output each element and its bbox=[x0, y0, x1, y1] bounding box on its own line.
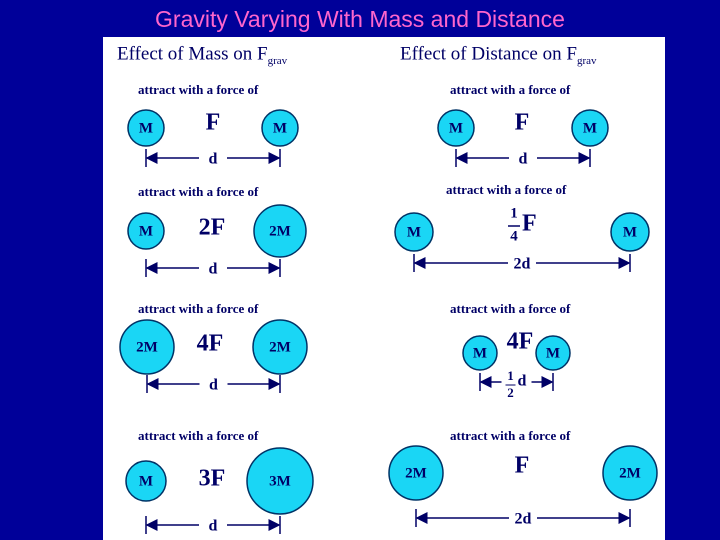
force-label: F bbox=[522, 211, 537, 237]
mass-circle bbox=[125, 460, 167, 502]
force-label: F bbox=[515, 110, 530, 136]
mass-label: 3M bbox=[269, 473, 291, 489]
mass-circle bbox=[388, 445, 444, 501]
distance-label-bg bbox=[199, 259, 227, 277]
mass-label: M bbox=[473, 345, 487, 361]
mass-circle bbox=[602, 445, 658, 501]
mass-label: M bbox=[583, 120, 597, 136]
force-fraction-den: 4 bbox=[510, 228, 518, 244]
mass-label: M bbox=[139, 223, 153, 239]
mass-circle bbox=[252, 319, 308, 375]
distance-label: d bbox=[519, 151, 528, 168]
force-label: 4F bbox=[197, 331, 224, 357]
slide-title: Gravity Varying With Mass and Distance bbox=[155, 6, 565, 32]
mass-circle bbox=[127, 212, 165, 250]
caption: attract with a force of bbox=[138, 301, 259, 316]
force-label: 3F bbox=[199, 466, 226, 492]
mass-label: M bbox=[139, 473, 153, 489]
mass-circle bbox=[261, 109, 299, 147]
mass-circle bbox=[253, 204, 307, 258]
mass-label: 2M bbox=[269, 223, 291, 239]
mass-label: 2M bbox=[619, 465, 641, 481]
caption: attract with a force of bbox=[138, 184, 259, 199]
mass-circle bbox=[437, 109, 475, 147]
force-fraction-num: 1 bbox=[510, 205, 518, 221]
heading-subscript: grav bbox=[577, 55, 597, 67]
distance-fraction-num: 1 bbox=[507, 368, 514, 383]
mass-label: M bbox=[273, 120, 287, 136]
mass-circle bbox=[119, 319, 175, 375]
force-label: F bbox=[515, 453, 530, 479]
distance-label: d bbox=[209, 377, 218, 394]
column-heading: Effect of Distance on Fgrav bbox=[400, 43, 597, 66]
mass-label: M bbox=[546, 345, 560, 361]
distance-fraction-den: 2 bbox=[507, 385, 514, 400]
force-label: 2F bbox=[199, 215, 226, 241]
caption: attract with a force of bbox=[446, 182, 567, 197]
distance-label-bg bbox=[199, 516, 227, 534]
panel bbox=[103, 37, 665, 540]
mass-label: 2M bbox=[405, 465, 427, 481]
caption: attract with a force of bbox=[450, 428, 571, 443]
distance-label: 2d bbox=[514, 256, 531, 273]
distance-label-bg bbox=[199, 149, 227, 167]
mass-circle bbox=[535, 335, 571, 371]
force-label: 4F bbox=[507, 329, 534, 355]
distance-label: d bbox=[518, 373, 527, 390]
distance-label: d bbox=[209, 261, 218, 278]
mass-circle bbox=[246, 447, 314, 515]
distance-label: d bbox=[209, 518, 218, 535]
distance-label-bg bbox=[508, 254, 536, 272]
force-label: F bbox=[206, 110, 221, 136]
mass-circle bbox=[394, 212, 434, 252]
mass-label: M bbox=[139, 120, 153, 136]
caption: attract with a force of bbox=[138, 82, 259, 97]
column-heading: Effect of Mass on Fgrav bbox=[117, 43, 288, 66]
caption: attract with a force of bbox=[450, 82, 571, 97]
mass-label: M bbox=[407, 224, 421, 240]
caption: attract with a force of bbox=[450, 301, 571, 316]
distance-label-bg bbox=[501, 370, 532, 396]
mass-circle bbox=[127, 109, 165, 147]
distance-label: d bbox=[209, 151, 218, 168]
distance-label: 2d bbox=[515, 511, 532, 528]
heading-subscript: grav bbox=[268, 55, 288, 67]
distance-label-bg bbox=[509, 149, 537, 167]
distance-label-bg bbox=[199, 375, 228, 393]
mass-label: 2M bbox=[269, 339, 291, 355]
distance-label-bg bbox=[509, 509, 537, 527]
mass-circle bbox=[610, 212, 650, 252]
mass-circle bbox=[462, 335, 498, 371]
mass-label: 2M bbox=[136, 339, 158, 355]
caption: attract with a force of bbox=[138, 428, 259, 443]
mass-label: M bbox=[449, 120, 463, 136]
mass-circle bbox=[571, 109, 609, 147]
mass-label: M bbox=[623, 224, 637, 240]
